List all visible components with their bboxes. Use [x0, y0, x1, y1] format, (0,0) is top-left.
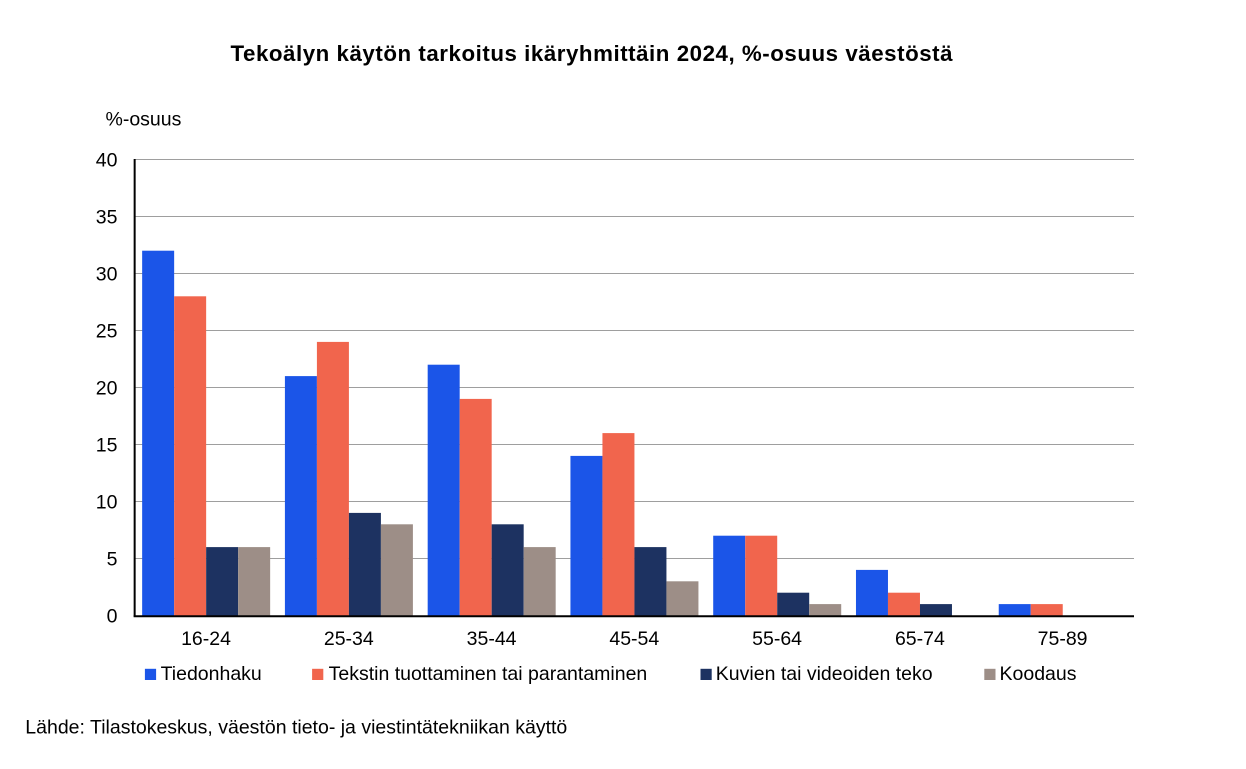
svg-text:55-64: 55-64 — [752, 628, 802, 650]
svg-text:65-74: 65-74 — [895, 628, 945, 650]
svg-text:5: 5 — [107, 548, 118, 570]
svg-text:Koodaus: Koodaus — [1000, 663, 1077, 685]
svg-text:35: 35 — [96, 206, 118, 228]
svg-text:10: 10 — [96, 491, 118, 513]
svg-text:45-54: 45-54 — [609, 628, 659, 650]
svg-text:25: 25 — [96, 320, 118, 342]
svg-text:Tiedonhaku: Tiedonhaku — [161, 663, 262, 685]
svg-text:75-89: 75-89 — [1038, 628, 1088, 650]
svg-text:Lähde: Tilastokeskus, väestön: Lähde: Tilastokeskus, väestön tieto- ja … — [25, 716, 567, 738]
svg-text:35-44: 35-44 — [467, 628, 517, 650]
svg-text:25-34: 25-34 — [324, 628, 374, 650]
svg-text:20: 20 — [96, 377, 118, 399]
svg-text:0: 0 — [107, 605, 118, 627]
svg-text:Tekoälyn käytön tarkoitus ikär: Tekoälyn käytön tarkoitus ikäryhmittäin … — [231, 41, 954, 66]
svg-text:30: 30 — [96, 263, 118, 285]
svg-text:%-osuus: %-osuus — [106, 109, 182, 131]
svg-text:16-24: 16-24 — [181, 628, 231, 650]
svg-text:Kuvien tai videoiden teko: Kuvien tai videoiden teko — [716, 663, 933, 685]
svg-text:15: 15 — [96, 434, 118, 456]
svg-text:40: 40 — [96, 149, 118, 171]
svg-text:Tekstin tuottaminen tai parant: Tekstin tuottaminen tai parantaminen — [329, 663, 648, 685]
